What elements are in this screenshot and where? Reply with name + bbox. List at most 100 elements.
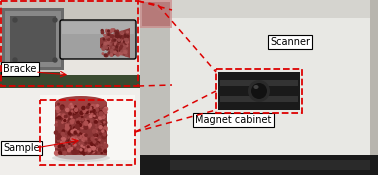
Circle shape [107,30,110,32]
Circle shape [104,54,107,56]
Circle shape [62,114,66,118]
Circle shape [64,120,66,122]
Circle shape [75,124,79,128]
Circle shape [114,31,116,32]
Circle shape [57,137,60,139]
Circle shape [105,29,108,32]
Circle shape [68,132,71,135]
Circle shape [93,115,96,118]
Circle shape [95,139,97,141]
Circle shape [105,37,107,38]
Circle shape [62,122,63,123]
Circle shape [104,142,105,144]
Circle shape [94,131,96,133]
Circle shape [85,151,87,152]
Circle shape [114,51,116,53]
Circle shape [70,144,74,148]
Circle shape [124,41,125,42]
Bar [60,20,140,75]
Circle shape [68,119,71,121]
Circle shape [105,107,107,109]
Ellipse shape [55,96,107,110]
Circle shape [122,37,124,38]
Circle shape [73,114,76,116]
Circle shape [86,148,89,151]
Circle shape [127,35,129,37]
Circle shape [63,119,66,122]
Circle shape [61,132,64,135]
Circle shape [98,108,99,110]
Circle shape [55,124,57,126]
Circle shape [97,149,99,150]
Circle shape [90,115,92,118]
Circle shape [88,104,90,105]
Circle shape [91,107,93,108]
Circle shape [90,120,92,122]
Circle shape [120,31,123,34]
Circle shape [99,117,101,118]
Circle shape [87,146,89,148]
Circle shape [89,106,91,108]
Circle shape [117,41,118,42]
Circle shape [58,145,60,148]
Circle shape [73,129,77,133]
Circle shape [74,152,76,154]
Bar [140,0,378,175]
Circle shape [124,36,127,38]
Circle shape [99,112,103,116]
FancyBboxPatch shape [60,20,136,59]
Circle shape [71,137,74,141]
Circle shape [107,31,110,34]
Circle shape [110,54,112,55]
Circle shape [72,111,73,112]
Circle shape [104,144,108,148]
Circle shape [80,124,84,128]
Circle shape [70,140,72,142]
Circle shape [99,117,101,119]
Circle shape [94,115,96,117]
Circle shape [111,29,113,32]
Circle shape [77,121,79,124]
Circle shape [93,130,95,132]
Circle shape [81,145,82,147]
Circle shape [121,50,123,52]
Circle shape [105,47,107,49]
Circle shape [121,40,122,42]
Circle shape [107,38,110,41]
Circle shape [104,121,107,124]
Circle shape [104,151,106,153]
Circle shape [125,40,128,43]
Circle shape [106,31,108,33]
Circle shape [87,117,90,119]
Circle shape [126,36,128,38]
Circle shape [125,55,127,56]
Circle shape [57,108,60,111]
Circle shape [104,42,107,45]
Circle shape [90,115,91,116]
Circle shape [122,37,124,38]
Circle shape [87,122,88,123]
Circle shape [124,51,127,54]
Circle shape [76,129,77,130]
Circle shape [111,49,113,51]
Circle shape [100,133,102,135]
Circle shape [81,125,84,129]
Circle shape [85,109,87,111]
Circle shape [74,144,76,146]
Circle shape [85,134,87,136]
Circle shape [57,134,61,138]
Circle shape [90,149,92,150]
Circle shape [91,146,93,147]
Circle shape [74,136,77,139]
Circle shape [56,121,57,123]
Circle shape [59,152,61,154]
Circle shape [70,120,74,124]
Circle shape [13,58,17,62]
Circle shape [76,114,79,118]
Circle shape [83,137,87,141]
Bar [40,100,135,165]
Ellipse shape [251,83,267,99]
Circle shape [95,116,97,118]
Circle shape [93,110,95,111]
Circle shape [115,35,118,37]
